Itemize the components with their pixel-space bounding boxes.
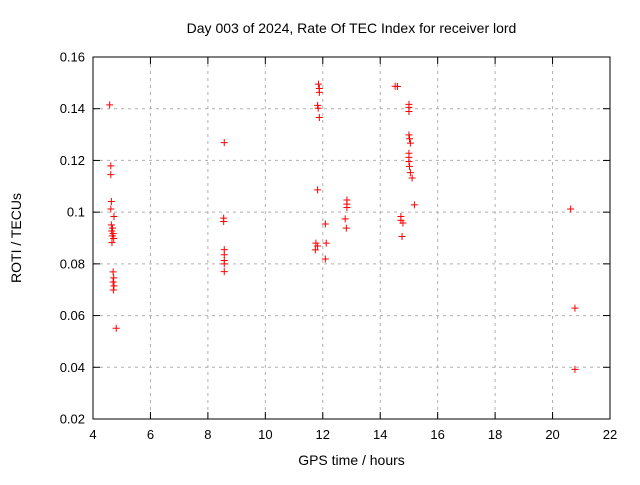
data-point-marker [107, 205, 115, 213]
data-point-marker [314, 104, 322, 112]
data-point-marker [107, 171, 115, 179]
data-point-marker [108, 239, 116, 247]
data-point-marker [315, 88, 323, 96]
data-point-marker [107, 162, 115, 170]
x-tick-label: 10 [258, 427, 272, 442]
data-point-marker [406, 135, 414, 143]
x-tick-label: 4 [89, 427, 96, 442]
data-point-marker [220, 139, 228, 147]
data-point-marker [110, 282, 118, 290]
y-tick-label: 0.1 [67, 205, 85, 220]
x-tick-label: 6 [147, 427, 154, 442]
data-point-marker [314, 101, 322, 109]
data-point-marker [314, 80, 322, 88]
data-point-marker [220, 217, 228, 225]
data-point-marker [107, 198, 115, 206]
data-point-marker [571, 304, 579, 312]
data-point-marker [405, 131, 413, 139]
data-point-marker [110, 235, 118, 243]
y-tick-label: 0.02 [60, 412, 85, 427]
x-tick-label: 12 [316, 427, 330, 442]
data-point-marker [410, 201, 418, 209]
data-point-marker [220, 268, 228, 276]
data-point-marker [110, 274, 118, 282]
x-tick-label: 16 [430, 427, 444, 442]
data-point-marker [311, 246, 319, 254]
data-point-marker [405, 157, 413, 165]
y-tick-label: 0.12 [60, 153, 85, 168]
data-point-marker [571, 365, 579, 373]
data-point-marker [406, 169, 414, 177]
data-point-marker [312, 239, 320, 247]
data-point-marker [406, 139, 414, 147]
x-tick-label: 20 [545, 427, 559, 442]
x-tick-label: 22 [603, 427, 617, 442]
x-tick-label: 18 [488, 427, 502, 442]
y-tick-label: 0.06 [60, 308, 85, 323]
data-point-marker [106, 101, 114, 109]
data-point-marker [107, 221, 115, 229]
y-tick-label: 0.14 [60, 101, 85, 116]
y-tick-label: 0.08 [60, 256, 85, 271]
data-point-marker [406, 162, 414, 170]
data-point-marker [314, 242, 322, 250]
y-tick-label: 0.16 [60, 50, 85, 65]
data-point-marker [321, 220, 329, 228]
chart-title: Day 003 of 2024, Rate Of TEC Index for r… [186, 20, 517, 36]
data-point-marker [341, 215, 349, 223]
x-axis-label: GPS time / hours [298, 452, 405, 468]
plot-border [92, 56, 611, 420]
data-point-marker [393, 82, 401, 90]
data-point-marker [315, 114, 323, 122]
data-point-marker [109, 278, 117, 286]
data-point-marker [110, 213, 118, 221]
data-point-marker [408, 174, 416, 182]
y-tick-label: 0.04 [60, 360, 85, 375]
data-point-marker [112, 324, 120, 332]
x-tick-label: 8 [204, 427, 211, 442]
y-axis-label: ROTI / TECUs [8, 193, 24, 283]
data-point-marker [399, 219, 407, 227]
data-point-marker [398, 232, 406, 240]
data-point-marker [109, 224, 117, 232]
data-point-marker [220, 260, 228, 268]
data-point-marker [405, 108, 413, 116]
data-point-marker [321, 255, 329, 263]
data-point-marker [567, 205, 575, 213]
x-tick-label: 14 [373, 427, 387, 442]
data-point-marker [109, 286, 117, 294]
data-point-marker [343, 203, 351, 211]
data-point-marker [314, 186, 322, 194]
data-point-marker [109, 268, 117, 276]
data-point-marker [322, 239, 330, 247]
data-point-marker [342, 224, 350, 232]
